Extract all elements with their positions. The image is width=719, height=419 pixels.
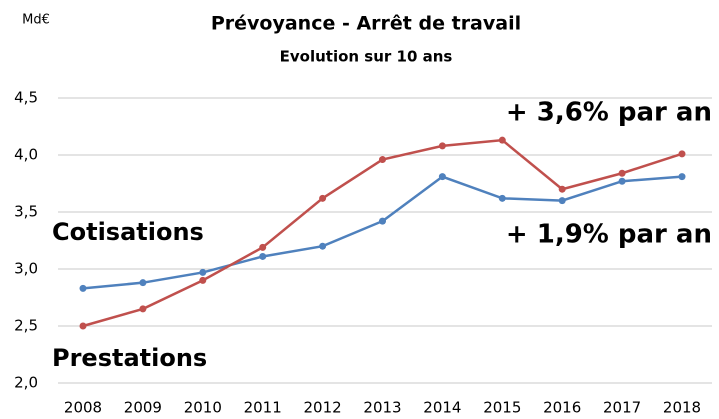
x-tick-label: 2011 xyxy=(244,399,282,417)
data-point xyxy=(79,284,87,292)
data-point xyxy=(558,185,566,193)
unit-label: Md€ xyxy=(22,13,50,28)
chart-title: Prévoyance - Arrêt de travail xyxy=(211,13,521,35)
data-point xyxy=(379,217,386,225)
data-point xyxy=(618,177,626,185)
x-tick-label: 2012 xyxy=(304,399,342,417)
x-tick-label: 2013 xyxy=(363,399,401,417)
data-point xyxy=(199,268,207,276)
data-point xyxy=(259,243,267,251)
x-tick-label: 2015 xyxy=(483,399,521,417)
y-tick-label: 2,5 xyxy=(14,317,38,335)
y-tick-label: 2,0 xyxy=(14,374,38,392)
series-label: Cotisations xyxy=(52,218,204,246)
x-tick-label: 2014 xyxy=(423,399,461,417)
data-point xyxy=(319,242,327,250)
data-point xyxy=(438,173,446,181)
chart-subtitle: Evolution sur 10 ans xyxy=(280,48,453,66)
data-point xyxy=(319,194,327,202)
data-point xyxy=(498,194,506,202)
x-tick-label: 2018 xyxy=(663,399,701,417)
y-tick-label: 3,5 xyxy=(14,203,38,221)
data-point xyxy=(618,169,626,177)
annotation: + 3,6% par an xyxy=(506,98,712,128)
data-point xyxy=(379,156,386,164)
x-tick-label: 2017 xyxy=(603,399,641,417)
series-label: Prestations xyxy=(52,344,207,372)
data-point xyxy=(139,305,147,313)
y-tick-label: 4,5 xyxy=(14,89,38,107)
data-point xyxy=(438,142,446,150)
x-tick-label: 2009 xyxy=(124,399,162,417)
data-point xyxy=(678,150,686,158)
data-point xyxy=(199,276,207,284)
annotation: + 1,9% par an xyxy=(506,220,712,250)
x-tick-label: 2010 xyxy=(184,399,222,417)
data-point xyxy=(558,197,566,205)
y-tick-label: 4,0 xyxy=(14,146,38,164)
data-point xyxy=(678,173,686,181)
y-tick-label: 3,0 xyxy=(14,260,38,278)
x-tick-label: 2008 xyxy=(64,399,102,417)
x-tick-label: 2016 xyxy=(543,399,581,417)
data-point xyxy=(498,136,506,144)
data-point xyxy=(79,322,87,330)
data-point xyxy=(139,279,147,287)
data-point xyxy=(259,252,267,260)
